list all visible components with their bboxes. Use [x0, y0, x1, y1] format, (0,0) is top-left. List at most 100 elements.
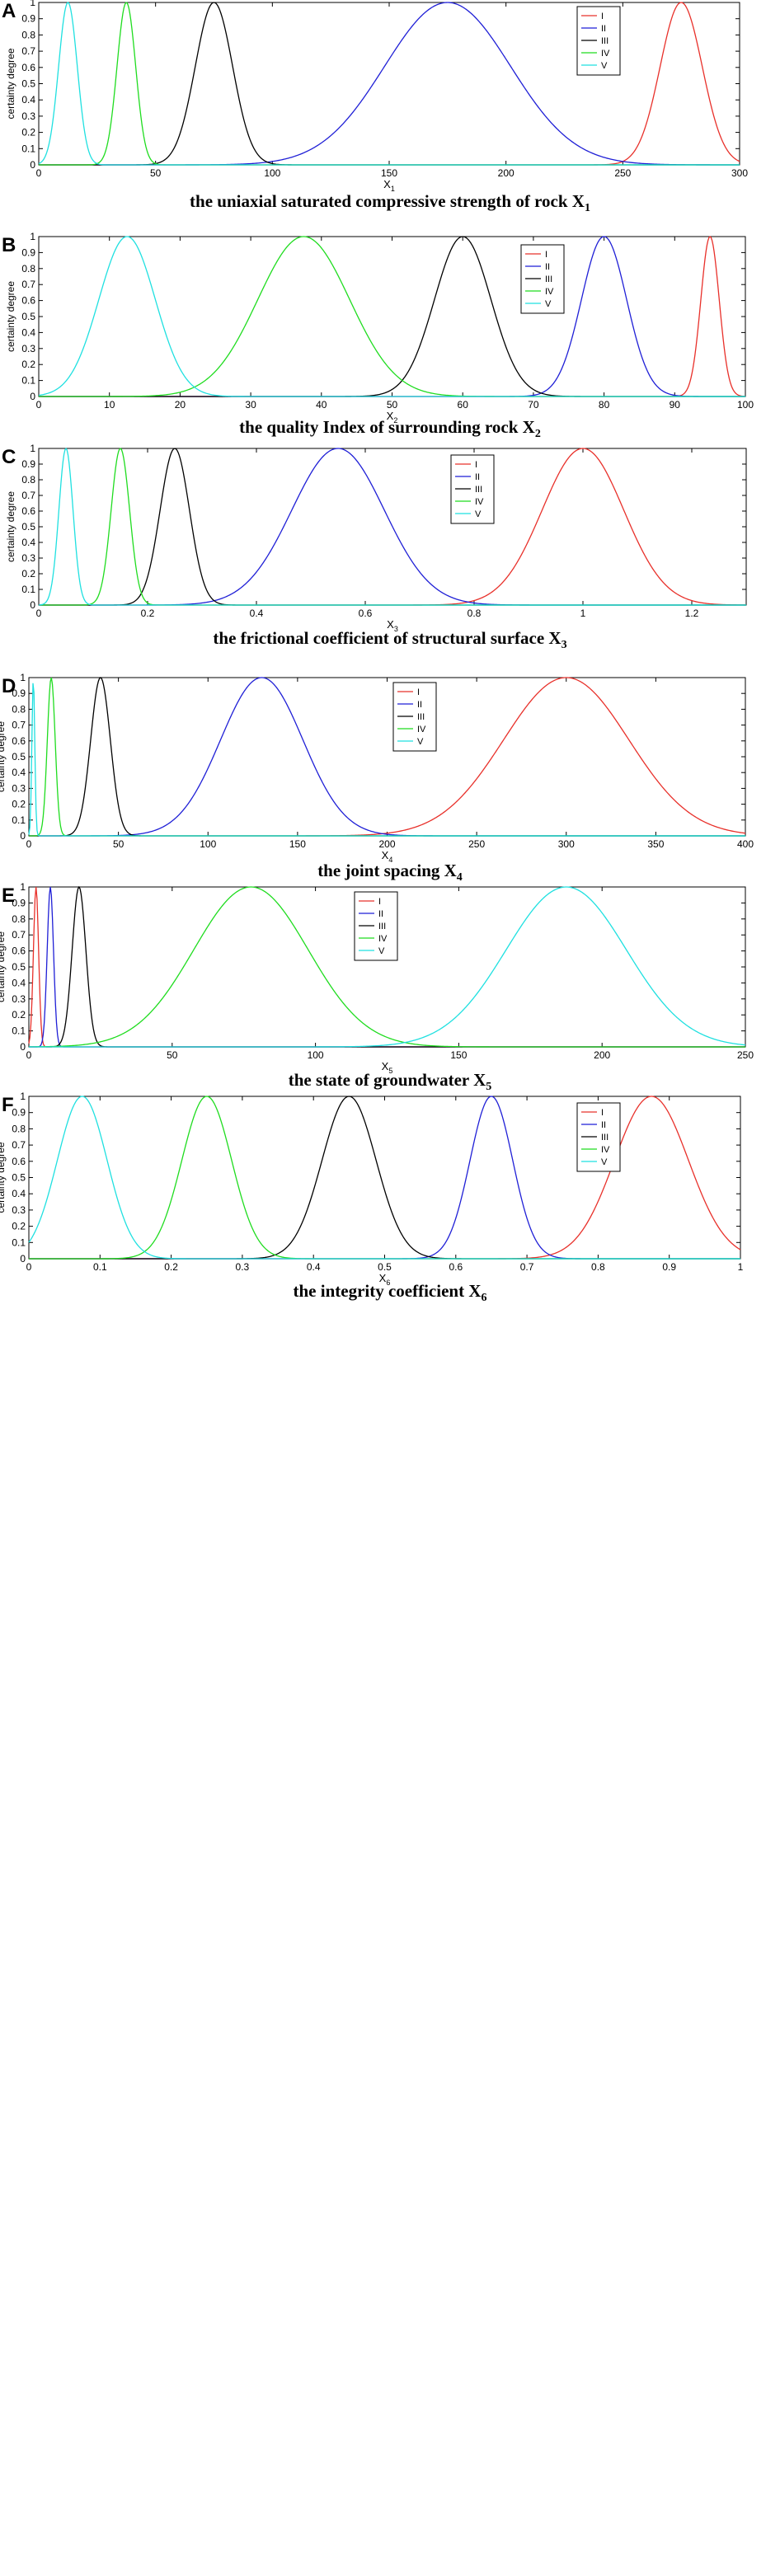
- y-tick-label-f: 0.2: [12, 1221, 26, 1232]
- y-tick-label-e: 0.4: [12, 977, 26, 988]
- legend-label-i-d: I: [417, 687, 420, 697]
- plot-area-d: [28, 677, 746, 837]
- legend-label-v-b: V: [545, 299, 552, 309]
- series-line-v-e: [29, 886, 746, 1048]
- y-tick-label-d: 0.3: [12, 782, 26, 794]
- panel-label-b: B: [2, 234, 16, 256]
- y-tick-label-c: 0.2: [21, 568, 35, 579]
- x-tick-label-e: 200: [594, 1049, 610, 1061]
- legend-label-ii-b: II: [545, 262, 550, 272]
- y-tick-label-c: 1: [30, 443, 35, 454]
- x-tick-label-d: 350: [647, 838, 664, 850]
- x-tick-label-e: 100: [308, 1049, 324, 1061]
- y-tick-label-a: 0.2: [21, 127, 35, 138]
- legend-label-iii-e: III: [378, 922, 386, 931]
- x-tick-label-b: 30: [245, 399, 256, 411]
- legend-label-i-c: I: [475, 460, 477, 470]
- caption-f-text: the integrity coefficient X: [293, 1281, 482, 1301]
- series-line-iv-b: [39, 236, 745, 397]
- y-tick-label-e: 0.5: [12, 961, 26, 973]
- y-axis-label-e: certainty degree: [0, 931, 7, 1002]
- legend-label-ii-a: II: [601, 24, 606, 34]
- series-line-ii-b: [39, 236, 745, 397]
- caption-a: the uniaxial saturated compressive stren…: [0, 191, 780, 215]
- chart-e: E0 50 100 150 200 25000.10.20.30.40.50.60.70.…: [0, 881, 754, 1075]
- panel-e: E 0 50 100 150 200 250 0 0.1 0.2 0.3 0.4 0.5 0.6 0.7 0.…: [0, 881, 780, 1094]
- y-tick-label-b: 0: [30, 391, 35, 402]
- x-tick-label-e: 250: [737, 1049, 754, 1061]
- y-tick-label-d: 0.1: [12, 814, 26, 826]
- legend-label-iv-a: IV: [601, 49, 610, 59]
- y-axis-label-f: certainty degree: [0, 1142, 7, 1213]
- y-tick-label-f: 0.1: [12, 1236, 26, 1248]
- series-line-iii-b: [39, 236, 745, 397]
- caption-e-text: the state of groundwater X: [288, 1070, 486, 1090]
- y-tick-label-d: 0.9: [12, 687, 26, 699]
- y-tick-label-d: 0.2: [12, 799, 26, 810]
- legend-label-ii-d: II: [417, 700, 422, 710]
- plot-area-a: [38, 2, 740, 166]
- x-tick-label-b: 70: [528, 399, 539, 411]
- y-tick-label-d: 0.6: [12, 735, 26, 747]
- x-tick-label-c: 1.2: [685, 608, 699, 619]
- plot-area-f: [28, 1096, 741, 1260]
- y-tick-label-b: 0.5: [21, 311, 35, 322]
- y-tick-label-f: 0.6: [12, 1156, 26, 1167]
- y-tick-label-c: 0.9: [21, 458, 35, 470]
- y-tick-label-a: 0.5: [21, 78, 35, 90]
- caption-c-sub: 3: [561, 639, 567, 652]
- x-tick-label-d: 250: [468, 838, 485, 850]
- legend-label-i-f: I: [601, 1108, 604, 1118]
- y-tick-label-a: 1: [30, 0, 35, 8]
- x-tick-label-d: 50: [113, 838, 125, 850]
- chart-f: F 0 0.1 0.2 0.3 0.4 0.5 0.6 0.7 0.8 0.9 1 0 0.1 0.2 0.3…: [0, 1091, 744, 1287]
- legend-label-iii-b: III: [545, 274, 552, 284]
- y-tick-label-b: 0.9: [21, 246, 35, 258]
- panel-f: F 0 0.1 0.2 0.3 0.4 0.5 0.6 0.7 0.8 0.9 1 0 0.1 0.2 0.3…: [0, 1091, 780, 1309]
- series-line-v-f: [28, 1096, 740, 1260]
- y-tick-label-c: 0: [30, 599, 35, 611]
- y-tick-label-e: 0.3: [12, 993, 26, 1005]
- caption-e: the state of groundwater X5: [0, 1070, 780, 1094]
- x-tick-label-c: 0.2: [141, 608, 155, 619]
- x-tick-label-c: 0: [36, 608, 42, 619]
- y-tick-label-d: 0.8: [12, 703, 26, 715]
- legend-label-v-e: V: [378, 946, 385, 956]
- chart-c: C 0 0.2 0.4 0.6 0.8 1 1.2 0 0.1 0.2 0.3 0.4 0.5 0.6 0.7…: [2, 443, 747, 633]
- x-tick-label-a: 250: [614, 167, 631, 179]
- y-tick-label-e: 1: [20, 881, 26, 893]
- series-line-v-a: [38, 2, 740, 166]
- y-tick-label-f: 0: [20, 1253, 26, 1265]
- series-line-ii-d: [29, 677, 745, 837]
- series-line-iii-d: [29, 677, 745, 837]
- y-tick-label-d: 0.5: [12, 751, 26, 762]
- x-tick-label-f: 0.2: [164, 1261, 178, 1273]
- y-tick-label-a: 0.9: [21, 13, 35, 25]
- y-axis-label-b: certainty degree: [5, 281, 16, 352]
- y-tick-label-b: 0.2: [21, 359, 35, 370]
- y-tick-label-f: 0.3: [12, 1204, 26, 1216]
- caption-a-text: the uniaxial saturated compressive stren…: [190, 191, 585, 211]
- plot-area-c: [38, 447, 747, 606]
- panel-a: A 0 50 100 150 200 250 300 0 0.1 0.2 0.3 0.4 0.5 0.6 0.…: [0, 0, 780, 218]
- legend-label-iii-f: III: [601, 1133, 608, 1143]
- y-tick-label-b: 0.7: [21, 279, 35, 290]
- legend-label-v-c: V: [475, 509, 482, 519]
- caption-f-sub: 6: [481, 1292, 487, 1305]
- y-tick-label-f: 0.9: [12, 1107, 26, 1119]
- caption-d-sub: 4: [456, 871, 463, 884]
- legend-label-ii-f: II: [601, 1120, 606, 1130]
- chart-a: A 0 50 100 150 200 250 300 0 0.1 0.2 0.3 0.4 0.5 0.6 0.…: [2, 0, 748, 193]
- caption-c: the frictional coefficient of structural…: [0, 628, 780, 652]
- axes-frame-f: [28, 1096, 741, 1260]
- legend-label-v-a: V: [601, 61, 608, 71]
- caption-d-text: the joint spacing X: [317, 861, 457, 880]
- x-tick-label-b: 40: [316, 399, 327, 411]
- legend-label-i-e: I: [378, 897, 381, 907]
- x-tick-label-c: 0.4: [250, 608, 264, 619]
